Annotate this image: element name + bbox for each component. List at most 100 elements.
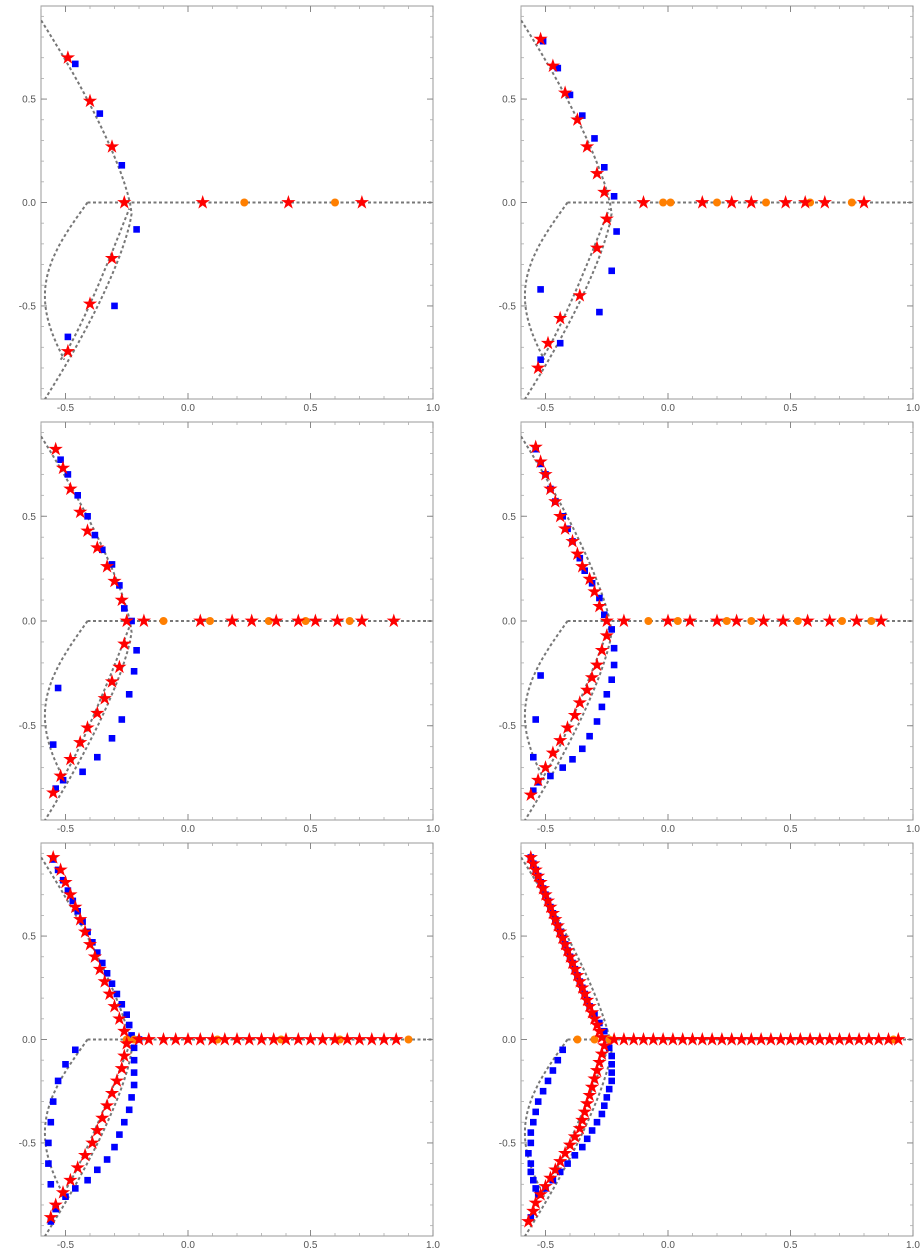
- square-point: [49, 741, 57, 748]
- square-point: [566, 91, 574, 99]
- circle-point: [847, 198, 856, 207]
- square-point: [556, 339, 564, 347]
- square-point: [608, 676, 615, 683]
- y-tick-label: 0.0: [22, 1035, 36, 1046]
- square-point: [598, 703, 606, 711]
- square-point: [537, 672, 544, 679]
- square-point: [118, 716, 126, 723]
- series-circle: [159, 617, 354, 625]
- guide-loop-left: [43, 1038, 89, 1198]
- square-point: [72, 60, 79, 68]
- x-tick-label: 0.5: [304, 1240, 318, 1251]
- square-point: [54, 684, 62, 692]
- square-point: [530, 787, 537, 794]
- square-point: [608, 1052, 615, 1060]
- square-point: [564, 1160, 571, 1167]
- minor-ticks: [520, 6, 914, 399]
- series-circle: [240, 198, 339, 207]
- x-tick-label: 0.5: [784, 824, 798, 835]
- square-point: [94, 1166, 101, 1174]
- square-point: [121, 1118, 128, 1126]
- circle-point: [867, 617, 876, 625]
- square-point: [554, 64, 562, 72]
- square-point: [603, 691, 611, 698]
- square-point: [130, 1069, 138, 1076]
- square-point: [559, 1046, 566, 1054]
- square-point: [610, 661, 618, 669]
- square-point: [121, 605, 128, 612]
- square-point: [579, 1143, 586, 1151]
- y-tick-label: 0.0: [502, 198, 516, 209]
- square-point: [601, 1027, 608, 1035]
- square-point: [128, 1032, 135, 1039]
- circle-point: [762, 198, 770, 207]
- square-point: [128, 617, 135, 625]
- series-square: [537, 37, 620, 363]
- circle-point: [206, 617, 214, 625]
- x-tick-label: 0.5: [784, 1240, 798, 1251]
- guide-loop-left: [523, 1038, 569, 1198]
- square-point: [610, 193, 618, 200]
- square-point: [537, 356, 544, 363]
- square-point: [579, 112, 586, 119]
- square-point: [111, 302, 118, 310]
- square-point: [593, 1118, 601, 1126]
- guide-main-arc: [41, 18, 133, 399]
- square-point: [556, 1168, 564, 1176]
- circle-point: [722, 617, 731, 625]
- circle-point: [713, 198, 721, 207]
- square-point: [530, 753, 537, 761]
- square-point: [103, 970, 111, 977]
- square-point: [537, 286, 544, 293]
- square-point: [601, 611, 608, 618]
- series-square: [64, 60, 140, 341]
- square-point: [571, 1152, 579, 1159]
- x-tick-label: 0.0: [181, 824, 195, 835]
- guide-curves: [41, 18, 433, 399]
- square-point: [544, 1077, 552, 1085]
- circle-point: [673, 617, 682, 625]
- circle-point: [301, 617, 310, 625]
- square-point: [123, 1011, 130, 1018]
- x-tick-label: -0.5: [537, 403, 555, 414]
- y-tick-label: 0.5: [502, 512, 516, 523]
- y-tick-label: -0.5: [499, 721, 517, 732]
- circle-point: [666, 198, 675, 207]
- x-tick-label: 0.0: [661, 403, 675, 414]
- square-point: [532, 1108, 539, 1116]
- square-point: [549, 1067, 557, 1074]
- square-point: [72, 1046, 79, 1054]
- x-tick-label: 0.0: [661, 1240, 675, 1251]
- square-point: [605, 1044, 613, 1052]
- square-point: [47, 1218, 55, 1225]
- y-tick-label: -0.5: [19, 301, 37, 312]
- guide-loop-left: [523, 201, 569, 361]
- square-point: [84, 513, 91, 520]
- circle-point: [159, 617, 168, 625]
- chart-panel-1: -0.5 0.0 0.5 1.0 0.5 0.0 -0.5: [19, 5, 440, 414]
- guide-loop-left: [43, 201, 89, 361]
- square-point: [94, 753, 101, 761]
- y-tick-label: -0.5: [499, 301, 517, 312]
- square-point: [130, 1056, 138, 1064]
- square-point: [527, 1168, 535, 1176]
- square-point: [525, 1150, 532, 1157]
- x-tick-label: -0.5: [537, 1240, 555, 1251]
- square-point: [130, 1081, 138, 1089]
- circle-point: [590, 1035, 599, 1044]
- square-point: [596, 594, 603, 602]
- square-point: [527, 1160, 535, 1167]
- square-point: [583, 1135, 591, 1143]
- square-point: [534, 1098, 542, 1105]
- square-point: [601, 164, 608, 171]
- chart-panel-5: -0.5 0.0 0.5 1.0 0.5 0.0 -0.5: [19, 842, 440, 1251]
- square-point: [125, 1021, 133, 1029]
- square-point: [47, 1181, 55, 1188]
- square-point: [47, 1118, 55, 1126]
- square-point: [603, 1094, 611, 1101]
- y-tick-label: 0.5: [22, 512, 36, 523]
- square-point: [118, 162, 126, 169]
- square-point: [49, 1098, 57, 1105]
- square-point: [113, 990, 121, 998]
